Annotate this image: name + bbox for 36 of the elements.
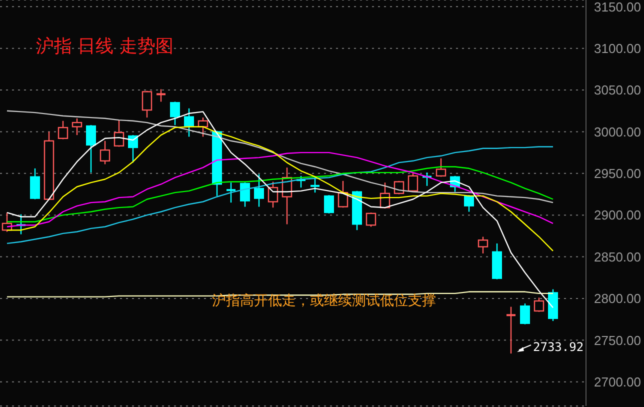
candlestick (478, 236, 488, 254)
y-tick-label: 2900.00 (594, 208, 641, 223)
y-tick-label: 2800.00 (594, 291, 641, 306)
candlestick (58, 120, 68, 140)
candlestick (30, 168, 40, 200)
candlestick (464, 194, 474, 212)
y-tick-label: 2950.00 (594, 166, 641, 182)
candlestick (170, 101, 180, 126)
candlestick (436, 158, 446, 178)
y-tick-label: 2850.00 (594, 249, 641, 264)
candlestick (100, 140, 110, 165)
text: 沪指 日线 走势图 (36, 35, 174, 58)
candlestick (156, 88, 166, 102)
y-tick-label: 2700.00 (594, 374, 641, 390)
candlestick (408, 172, 418, 192)
y-tick-label: 3100.00 (594, 40, 641, 56)
annotation: 沪指高开低走，或继续测试低位支撑 (212, 292, 436, 310)
candlestick (534, 297, 544, 312)
y-tick-label: 3050.00 (594, 82, 641, 98)
candlestick (142, 90, 152, 118)
candlestick (72, 118, 82, 136)
candlestick (86, 124, 96, 174)
line-series (6, 146, 554, 244)
candlestick (310, 176, 320, 194)
y-tick-label: 3150.00 (594, 0, 641, 14)
candlestick (520, 302, 530, 325)
line-series (6, 110, 554, 204)
y-tick-label: 3000.00 (594, 124, 641, 140)
candlestick (240, 182, 250, 208)
candlestick (324, 194, 334, 214)
candlestick (366, 212, 376, 228)
candlestick (254, 174, 264, 208)
y-tick-label: 2750.00 (594, 332, 641, 348)
annotation: 2733.92 (533, 340, 584, 354)
candlestick (226, 182, 236, 204)
candlestick (184, 108, 194, 138)
